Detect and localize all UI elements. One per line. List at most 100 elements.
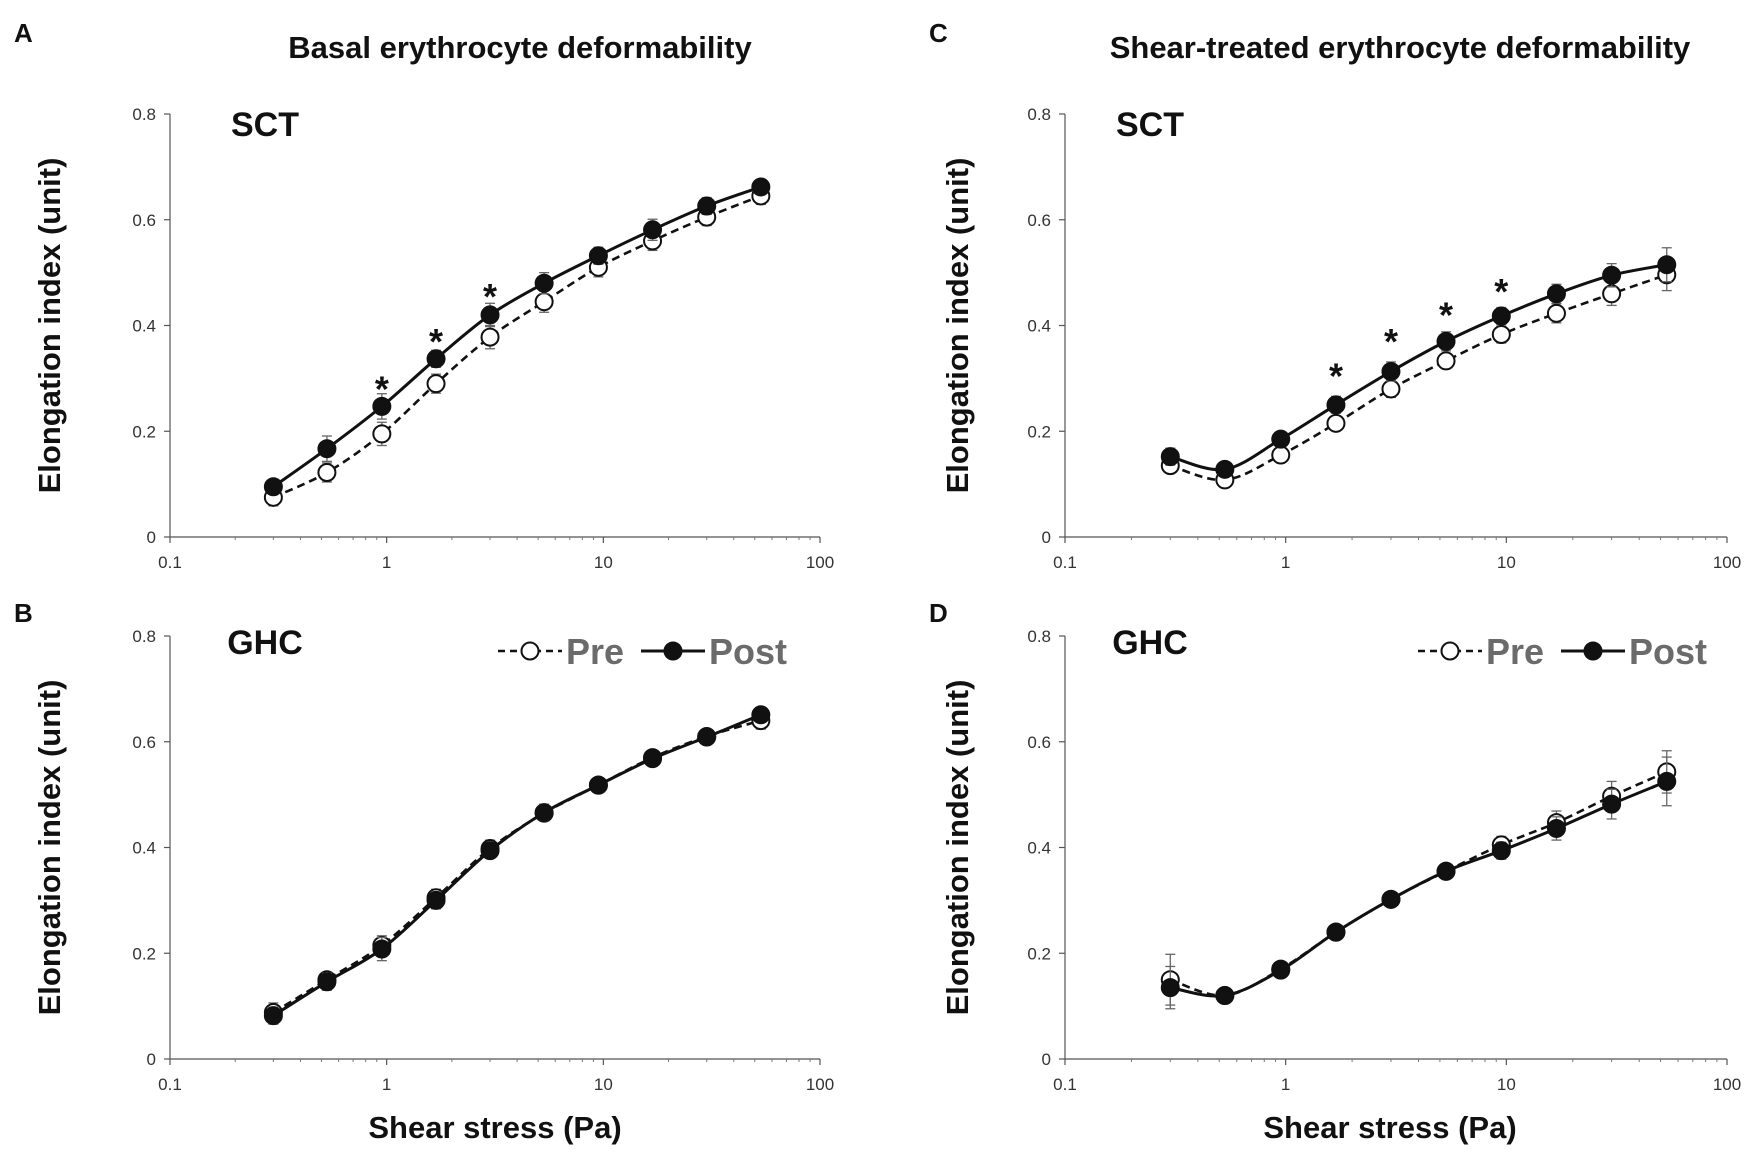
data-point-pre — [372, 424, 392, 444]
series-pre — [263, 186, 771, 507]
data-point-pre — [426, 374, 446, 394]
data-point-post — [1215, 459, 1235, 479]
data-point-post — [372, 939, 392, 959]
data-point-post — [1271, 429, 1291, 449]
data-point-post — [1326, 922, 1346, 942]
legend-marker-pre — [520, 641, 540, 661]
significance-asterisk: * — [1384, 321, 1398, 362]
panel-b: B GHC 0 0.2 0.4 0.6 0.8 0.1 1 10 100 Elongation ind… — [14, 598, 834, 1145]
y-tick-label: 0.4 — [1027, 317, 1051, 336]
x-axis-title: Shear stress (Pa) — [368, 1110, 621, 1145]
group-label: SCT — [1116, 106, 1184, 144]
x-tick-label: 1 — [1281, 553, 1290, 572]
significance-asterisk: * — [1329, 355, 1343, 396]
panel-c: C Shear-treated erythrocyte deformability… — [929, 18, 1741, 572]
y-tick-label: 0.4 — [1027, 839, 1051, 858]
data-point-post — [1657, 255, 1677, 275]
y-tick-label: 0.8 — [1027, 627, 1051, 646]
data-point-post — [1215, 986, 1235, 1006]
data-point-post — [1546, 818, 1566, 838]
significance-asterisk: * — [375, 369, 389, 410]
data-point-post — [317, 972, 337, 992]
y-tick-label: 0.6 — [1027, 211, 1051, 230]
significance-asterisk: * — [429, 321, 443, 362]
data-point-post — [1491, 306, 1511, 326]
data-point-post — [426, 890, 446, 910]
data-point-post — [1160, 978, 1180, 998]
y-tick-label: 0.6 — [132, 733, 156, 752]
series-post — [263, 705, 771, 1026]
data-point-pre — [534, 292, 554, 312]
data-point-post — [1160, 447, 1180, 467]
column-title: Basal erythrocyte deformability — [288, 30, 752, 65]
significance-asterisk: * — [1494, 271, 1508, 312]
panel-letter: B — [14, 598, 33, 628]
data-point-post — [534, 273, 554, 293]
y-tick-label: 0.4 — [132, 839, 156, 858]
x-tick-label: 10 — [1497, 553, 1516, 572]
series-line-pre — [272, 194, 762, 499]
series-line-post — [272, 185, 762, 489]
series-line-pre — [272, 719, 762, 1014]
data-point-post — [1326, 395, 1346, 415]
panel-d: D GHC 0 0.2 0.4 0.6 0.8 0.1 1 10 100 Elongation ind… — [929, 598, 1741, 1145]
series-line-post — [272, 713, 762, 1017]
y-tick-label: 0.4 — [132, 317, 156, 336]
legend-label-post: Post — [1629, 631, 1707, 672]
panel-a: A Basal erythrocyte deformability SCT 0 0.2 0… — [14, 18, 834, 572]
x-tick-label: 0.1 — [1053, 1075, 1077, 1094]
data-point-post — [1491, 841, 1511, 861]
group-label: SCT — [231, 106, 299, 144]
y-axis-title: Elongation index (unit) — [32, 158, 67, 494]
data-point-post — [263, 1006, 283, 1026]
y-axis-title: Elongation index (unit) — [940, 680, 975, 1016]
data-point-post — [1602, 265, 1622, 285]
legend: Pre Post — [1418, 631, 1707, 672]
y-tick-label: 0.2 — [132, 944, 156, 963]
y-tick-label: 0 — [147, 528, 156, 547]
x-tick-label: 1 — [382, 1075, 391, 1094]
panel-letter: D — [929, 598, 948, 628]
data-point-post — [1271, 960, 1291, 980]
series-line-pre — [1169, 273, 1668, 482]
series-post — [1160, 247, 1677, 479]
significance-asterisk: * — [1439, 295, 1453, 336]
panel-letter: A — [14, 18, 33, 48]
y-tick-label: 0.6 — [1027, 733, 1051, 752]
series-pre — [1160, 750, 1677, 1006]
data-point-post — [480, 841, 500, 861]
data-point-post — [480, 305, 500, 325]
series-post — [263, 177, 771, 497]
y-tick-label: 0 — [1042, 1050, 1051, 1069]
x-axis-title: Shear stress (Pa) — [1263, 1110, 1516, 1145]
legend: Pre Post — [498, 631, 787, 672]
data-point-post — [263, 477, 283, 497]
data-point-pre — [1546, 303, 1566, 323]
data-point-pre — [1381, 379, 1401, 399]
y-tick-label: 0.2 — [1027, 422, 1051, 441]
data-point-post — [1436, 861, 1456, 881]
y-tick-label: 0 — [147, 1050, 156, 1069]
column-title: Shear-treated erythrocyte deformability — [1110, 30, 1691, 65]
y-tick-label: 0 — [1042, 528, 1051, 547]
legend-label-pre: Pre — [1486, 631, 1544, 672]
data-point-pre — [1271, 445, 1291, 465]
legend-label-pre: Pre — [566, 631, 624, 672]
legend-label-post: Post — [709, 631, 787, 672]
legend-marker-pre — [1440, 641, 1460, 661]
group-label: GHC — [1112, 624, 1188, 662]
data-point-post — [751, 177, 771, 197]
data-point-pre — [1436, 351, 1456, 371]
y-tick-label: 0.2 — [1027, 944, 1051, 963]
data-point-post — [697, 196, 717, 216]
x-tick-label: 100 — [1713, 1075, 1741, 1094]
data-point-pre — [317, 462, 337, 482]
data-point-post — [643, 749, 663, 769]
data-point-post — [751, 705, 771, 725]
series-pre — [1160, 258, 1677, 490]
x-tick-label: 10 — [594, 1075, 613, 1094]
data-point-post — [1381, 889, 1401, 909]
x-tick-label: 0.1 — [1053, 553, 1077, 572]
series-line-post — [1170, 780, 1668, 998]
